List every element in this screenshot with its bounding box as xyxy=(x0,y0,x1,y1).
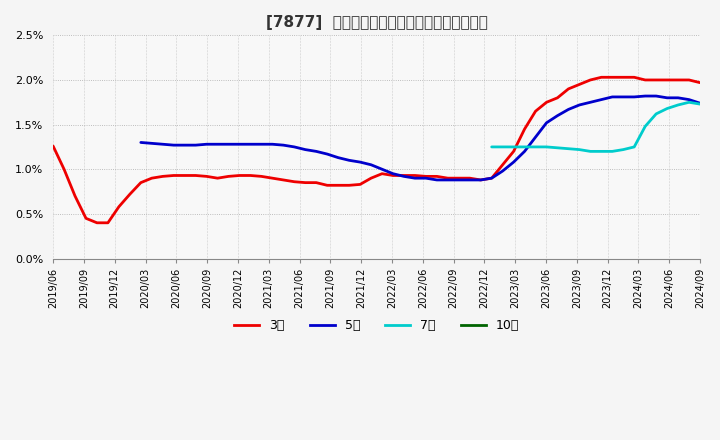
5年 xyxy=(433,177,441,183)
7年 xyxy=(564,146,572,151)
7年 xyxy=(619,147,628,152)
7年 xyxy=(531,144,540,150)
Line: 5年: 5年 xyxy=(141,96,700,180)
3年 xyxy=(224,174,233,179)
3年 xyxy=(246,173,255,178)
7年 xyxy=(652,111,660,117)
Line: 7年: 7年 xyxy=(492,102,700,151)
3年 xyxy=(268,176,276,181)
7年 xyxy=(521,144,529,150)
7年 xyxy=(608,149,616,154)
5年 xyxy=(334,155,343,160)
5年 xyxy=(180,143,189,148)
Title: [7877]  当期純利益マージンの標準偏差の推移: [7877] 当期純利益マージンの標準偏差の推移 xyxy=(266,15,487,30)
3年 xyxy=(279,177,288,183)
5年 xyxy=(400,174,408,179)
5年 xyxy=(137,140,145,145)
5年 xyxy=(509,159,518,165)
7年 xyxy=(586,149,595,154)
3年 xyxy=(597,75,606,80)
7年 xyxy=(597,149,606,154)
Legend: 3年, 5年, 7年, 10年: 3年, 5年, 7年, 10年 xyxy=(229,314,524,337)
7年 xyxy=(498,144,507,150)
5年 xyxy=(444,177,452,183)
7年 xyxy=(685,99,693,105)
7年 xyxy=(575,147,584,152)
5年 xyxy=(487,176,496,181)
3年 xyxy=(93,220,102,225)
7年 xyxy=(641,124,649,129)
5年 xyxy=(641,93,649,99)
7年 xyxy=(630,144,639,150)
5年 xyxy=(696,100,704,106)
3年 xyxy=(696,80,704,85)
7年 xyxy=(663,106,672,111)
Line: 3年: 3年 xyxy=(53,77,700,223)
7年 xyxy=(674,103,683,108)
7年 xyxy=(542,144,551,150)
7年 xyxy=(487,144,496,150)
3年 xyxy=(49,143,58,149)
7年 xyxy=(509,144,518,150)
7年 xyxy=(696,102,704,107)
3年 xyxy=(169,173,178,178)
7年 xyxy=(553,145,562,150)
3年 xyxy=(465,176,474,181)
